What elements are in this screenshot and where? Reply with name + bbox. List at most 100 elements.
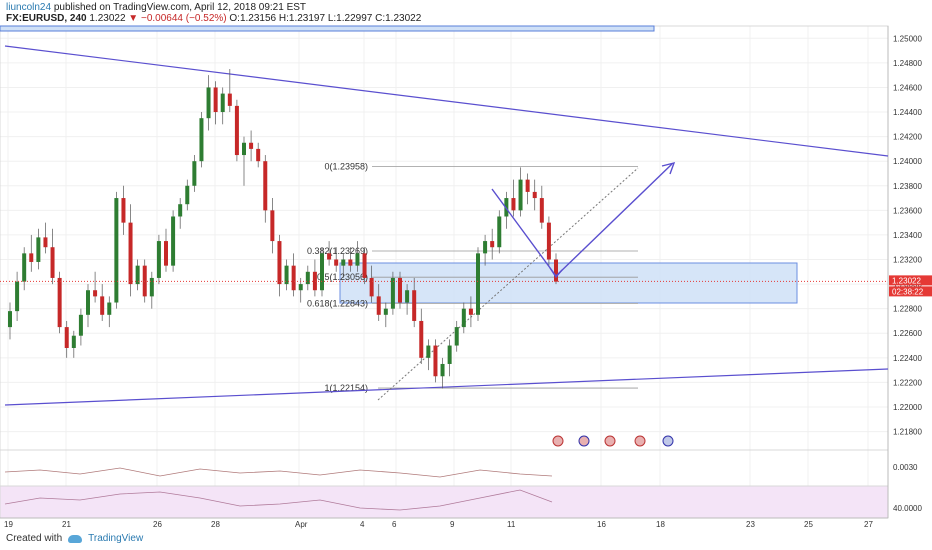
candle[interactable]: [43, 222, 48, 254]
top-zone-band[interactable]: [0, 25, 655, 32]
symbol-label[interactable]: FX:EURUSD, 240: [6, 13, 87, 24]
candle[interactable]: [362, 247, 367, 285]
candle[interactable]: [15, 271, 20, 321]
candle-body: [518, 179, 523, 211]
upper-trendline[interactable]: [4, 45, 889, 157]
candle[interactable]: [348, 247, 353, 272]
candle[interactable]: [192, 155, 197, 192]
eu-flag-icon[interactable]: [578, 435, 590, 447]
candle[interactable]: [497, 210, 502, 254]
candle[interactable]: [461, 302, 466, 334]
candle[interactable]: [234, 99, 239, 162]
candle[interactable]: [390, 271, 395, 315]
us-flag-icon[interactable]: [634, 435, 646, 447]
candle[interactable]: [171, 210, 176, 272]
candle[interactable]: [327, 241, 332, 266]
candle-body: [86, 290, 90, 315]
candle[interactable]: [490, 228, 495, 260]
candle[interactable]: [483, 234, 488, 266]
candle[interactable]: [64, 320, 69, 358]
candle[interactable]: [511, 179, 516, 217]
candle[interactable]: [291, 253, 296, 297]
candle[interactable]: [100, 284, 105, 321]
candle[interactable]: [412, 277, 417, 328]
candle[interactable]: [220, 87, 225, 125]
us-flag-icon[interactable]: [552, 435, 564, 447]
tradingview-logo[interactable]: TradingView: [88, 533, 144, 544]
candle[interactable]: [121, 185, 126, 235]
candle[interactable]: [50, 228, 55, 285]
candle[interactable]: [504, 191, 509, 229]
candle[interactable]: [298, 277, 303, 303]
candle[interactable]: [405, 284, 410, 315]
candle[interactable]: [57, 271, 62, 334]
candle[interactable]: [341, 253, 346, 278]
candle[interactable]: [369, 265, 374, 303]
candle[interactable]: [383, 302, 388, 328]
time-axis[interactable]: 19 21 26 28 Apr 4 6 9 11 16 18 23 25 27: [4, 520, 873, 529]
candle[interactable]: [78, 308, 83, 346]
candle[interactable]: [128, 204, 133, 297]
candle[interactable]: [29, 234, 34, 272]
candle[interactable]: [227, 69, 232, 113]
fibonacci-retracement[interactable]: 0(1.23958) 0.382(1.23269) 0.5(1.23056) 0.61…: [307, 161, 638, 393]
candle[interactable]: [554, 253, 558, 285]
candle[interactable]: [454, 320, 459, 352]
candle[interactable]: [71, 330, 76, 358]
candles[interactable]: [8, 69, 558, 389]
event-flags[interactable]: [552, 435, 674, 447]
candle[interactable]: [270, 198, 275, 254]
candle[interactable]: [185, 179, 190, 211]
candle[interactable]: [107, 296, 112, 328]
candle[interactable]: [284, 259, 289, 291]
candle[interactable]: [135, 259, 140, 291]
candle[interactable]: [312, 259, 317, 297]
us-flag-icon[interactable]: [604, 435, 616, 447]
candle[interactable]: [206, 75, 211, 131]
candle[interactable]: [149, 271, 154, 309]
candle[interactable]: [320, 247, 324, 297]
candle[interactable]: [539, 185, 544, 229]
candle[interactable]: [546, 216, 551, 266]
candle[interactable]: [476, 247, 480, 321]
candle[interactable]: [199, 112, 204, 168]
eu-flag-icon[interactable]: [662, 435, 674, 447]
candle[interactable]: [334, 247, 339, 272]
candle[interactable]: [8, 302, 12, 340]
candle[interactable]: [242, 136, 246, 186]
candle[interactable]: [256, 142, 261, 168]
candle[interactable]: [156, 234, 161, 285]
candle[interactable]: [518, 167, 523, 217]
candle[interactable]: [433, 339, 438, 383]
candle[interactable]: [93, 271, 98, 303]
candle[interactable]: [249, 130, 254, 162]
candle[interactable]: [440, 357, 445, 389]
candle[interactable]: [447, 339, 452, 377]
candle[interactable]: [164, 228, 168, 272]
candle[interactable]: [398, 271, 402, 309]
candle[interactable]: [355, 241, 360, 272]
candle[interactable]: [419, 308, 424, 364]
candle[interactable]: [525, 173, 530, 205]
candle[interactable]: [22, 247, 27, 291]
price-axis[interactable]: 1.25000 1.24800 1.24600 1.24400 1.24200 1.240…: [893, 34, 922, 436]
price-chart[interactable]: 0(1.23958) 0.382(1.23269) 0.5(1.23056) 0.61…: [0, 0, 932, 530]
candle[interactable]: [213, 81, 218, 125]
main-pane[interactable]: [0, 25, 889, 451]
candle[interactable]: [277, 234, 282, 297]
oscillator-pane[interactable]: [0, 449, 889, 487]
lower-trendline[interactable]: [4, 368, 889, 406]
candle[interactable]: [532, 179, 537, 211]
candle[interactable]: [36, 228, 41, 270]
candle[interactable]: [376, 284, 381, 321]
candle[interactable]: [426, 339, 431, 371]
candle[interactable]: [114, 191, 119, 309]
candle[interactable]: [305, 265, 310, 291]
rsi-pane[interactable]: [0, 485, 889, 519]
author-link[interactable]: liuncoln24: [6, 2, 52, 13]
candle-body: [532, 191, 537, 199]
candle[interactable]: [178, 198, 183, 229]
candle[interactable]: [86, 284, 90, 328]
candle[interactable]: [468, 296, 473, 328]
candle[interactable]: [263, 155, 268, 223]
